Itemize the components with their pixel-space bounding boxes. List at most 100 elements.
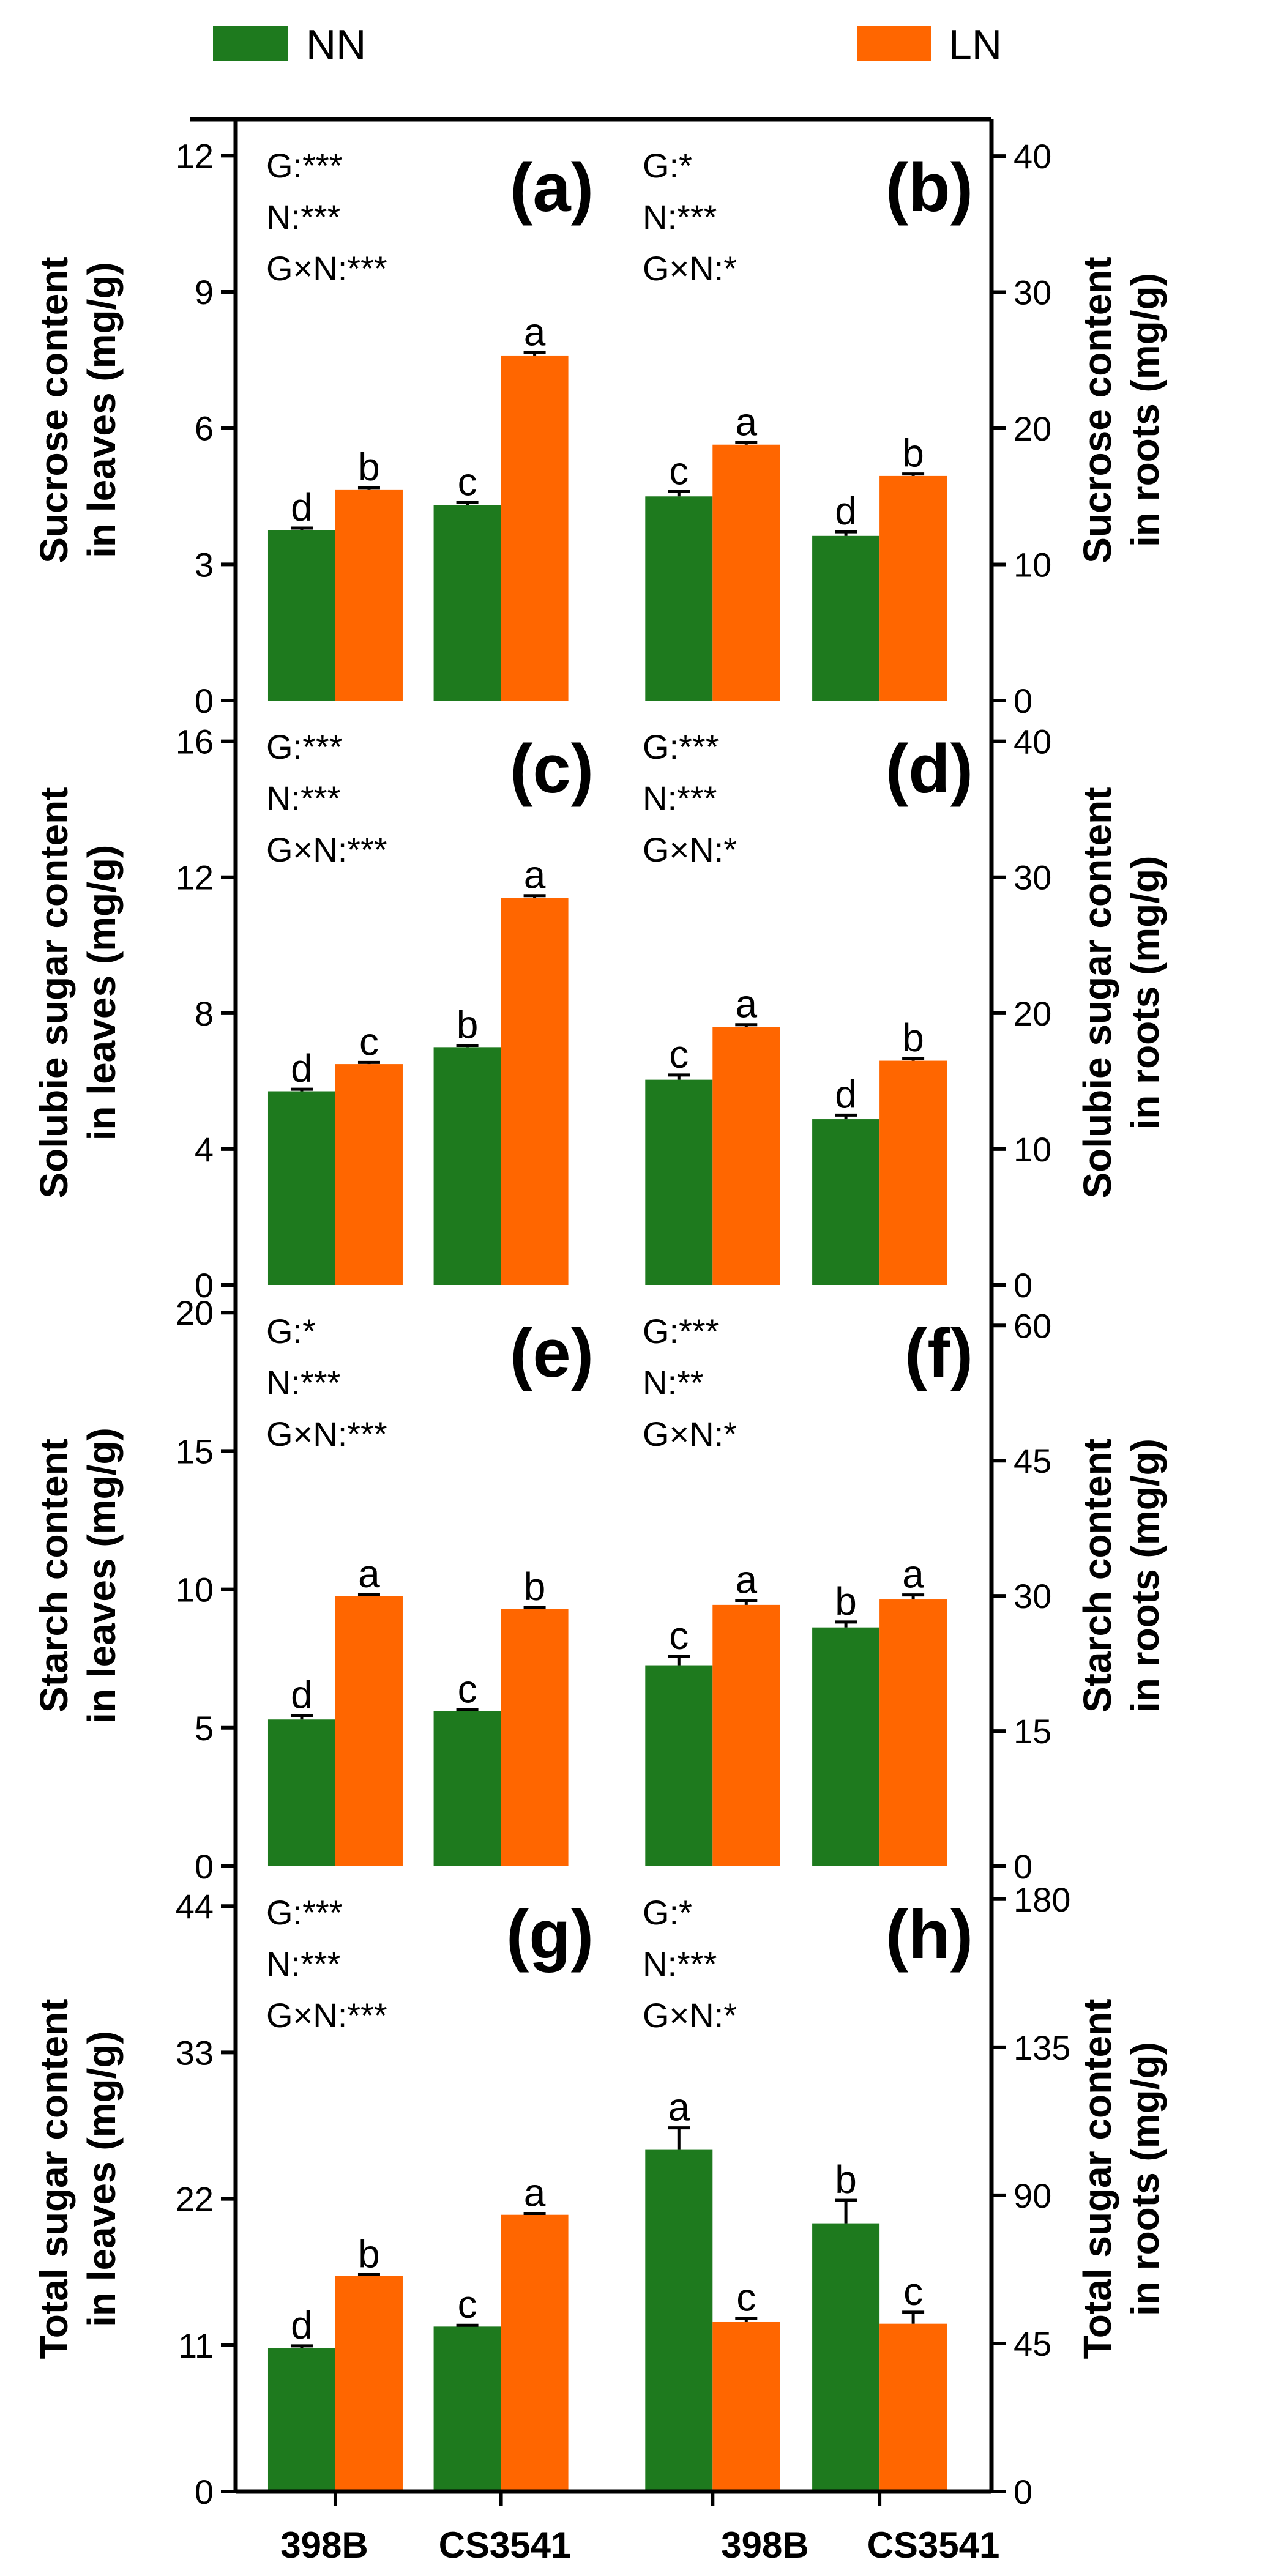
legend: NN LN [213, 21, 1002, 68]
stats-annotation: G:*** [643, 1312, 719, 1350]
significance-letter: c [458, 2282, 477, 2326]
panel-e: 0 5 10 15 20 Starch contentin leaves (mg/g) (e… [32, 1285, 594, 1886]
y-tick-label: 22 [176, 2180, 214, 2219]
x-tick-label: CS3541 [867, 2525, 1000, 2566]
legend-label-ln: LN [949, 21, 1002, 68]
y-axis-label-line: in roots (mg/g) [1123, 2042, 1167, 2316]
y-tick-label: 0 [195, 1266, 214, 1305]
x-tick-label: 398B [721, 2525, 808, 2566]
bar-ln [335, 1596, 403, 1866]
x-tick-label: 398B [280, 2525, 368, 2566]
significance-letter: b [902, 431, 924, 475]
bar-ln [501, 355, 569, 701]
bar-nn [433, 1047, 501, 1285]
bar-nn [433, 505, 501, 701]
bar-ln [879, 1599, 947, 1866]
significance-letter: a [736, 400, 758, 444]
y-tick-label: 60 [1014, 1306, 1051, 1345]
y-axis-label: Solubie sugar contentin leaves (mg/g) [32, 787, 124, 1198]
significance-letter: b [358, 445, 380, 489]
bar-ln [335, 489, 403, 701]
y-axis-label-line: Sucrose content [32, 256, 76, 563]
bar-nn [812, 535, 880, 701]
stats-annotation: G:*** [643, 728, 719, 766]
bar-ln [712, 2321, 780, 2492]
y-tick-label: 15 [176, 1432, 214, 1470]
panel-b: 0 10 20 30 40 Sucrose contentin roots (mg/g) (… [643, 119, 1167, 720]
bar-ln [501, 2214, 569, 2492]
y-tick-label: 3 [195, 545, 214, 584]
stats-annotation: G:* [643, 146, 692, 185]
significance-letter: b [902, 1016, 924, 1060]
bar-ln [501, 1609, 569, 1866]
y-axis-label: Total sugar contentin leaves (mg/g) [32, 1998, 124, 2359]
y-tick-label: 20 [1014, 994, 1051, 1033]
stats-annotation: G:*** [266, 728, 343, 766]
stats-annotation: G:* [643, 1893, 692, 1932]
bar-ln [712, 1604, 780, 1866]
panel-letter: (e) [510, 1315, 594, 1391]
stats-annotation: N:*** [266, 1363, 340, 1402]
significance-letter: c [736, 2276, 756, 2320]
bar-ln [712, 444, 780, 701]
bar-ln [879, 1060, 947, 1285]
y-tick-label: 33 [176, 2033, 214, 2072]
panel-a: 0 3 6 9 12 Sucrose contentin leaves (mg/g) (a)… [32, 119, 594, 720]
significance-letter: d [291, 485, 313, 529]
stats-annotation: G×N:*** [266, 249, 387, 288]
y-tick-label: 11 [178, 2326, 214, 2365]
panel-letter: (a) [510, 149, 594, 226]
stats-annotation: G:*** [266, 146, 343, 185]
legend-label-nn: NN [306, 21, 366, 68]
y-axis-label: Sucrose contentin roots (mg/g) [1075, 256, 1167, 563]
bar-ln [879, 475, 947, 701]
stats-annotation: N:*** [266, 198, 340, 236]
y-tick-label: 30 [1014, 1577, 1051, 1615]
significance-letter: d [835, 489, 857, 533]
y-axis-label-line: in roots (mg/g) [1123, 856, 1167, 1130]
significance-letter: b [835, 1579, 857, 1623]
y-axis-label: Starch contentin leaves (mg/g) [32, 1428, 124, 1724]
y-tick-label: 90 [1014, 2176, 1051, 2215]
bar-nn [645, 2149, 713, 2492]
panel-f: 0 15 30 45 60 Starch contentin roots (mg/g) (f… [643, 1285, 1167, 1886]
significance-letter: c [669, 1032, 689, 1076]
y-axis-label-line: in leaves (mg/g) [80, 262, 124, 558]
y-tick-label: 5 [195, 1709, 214, 1748]
stats-annotation: G×N:* [643, 1996, 737, 2034]
y-tick-label: 44 [176, 1887, 214, 1926]
bar-nn [267, 530, 335, 701]
significance-letter: b [457, 1003, 479, 1047]
y-axis-label-line: Total sugar content [1075, 1998, 1119, 2359]
y-axis-label-line: Total sugar content [32, 1998, 76, 2359]
panel-d: 0 10 20 30 40 Solubie sugar contentin roots (… [643, 701, 1167, 1305]
significance-letter: b [524, 1565, 546, 1609]
bar-nn [433, 1711, 501, 1866]
y-tick-label: 40 [1014, 723, 1051, 761]
panel-letter: (b) [886, 149, 973, 226]
y-tick-label: 12 [176, 858, 214, 897]
y-axis-label-line: in leaves (mg/g) [80, 845, 124, 1141]
panel-c: 0 4 8 12 16 Solubie sugar contentin leaves (m… [32, 701, 594, 1305]
stats-annotation: G:* [266, 1312, 316, 1350]
stats-annotation: G×N:* [643, 249, 737, 288]
legend-swatch-ln [857, 26, 931, 61]
stats-annotation: N:*** [643, 1945, 717, 1983]
stats-annotation: N:*** [266, 779, 340, 817]
y-tick-label: 40 [1014, 137, 1051, 176]
significance-letter: a [668, 2085, 690, 2129]
significance-letter: d [291, 2303, 313, 2347]
bar-ln [879, 2323, 947, 2492]
x-tick-label: CS3541 [439, 2525, 572, 2566]
stats-annotation: N:*** [643, 198, 717, 236]
significance-letter: a [736, 982, 758, 1026]
panel-letter: (c) [510, 731, 594, 807]
significance-letter: b [358, 2232, 380, 2276]
y-tick-label: 4 [195, 1130, 214, 1169]
significance-letter: a [524, 853, 546, 897]
y-tick-label: 0 [195, 2473, 214, 2511]
y-axis-label-line: in leaves (mg/g) [80, 1428, 124, 1724]
y-axis-label-line: in leaves (mg/g) [80, 2031, 124, 2327]
bar-nn [645, 496, 713, 701]
